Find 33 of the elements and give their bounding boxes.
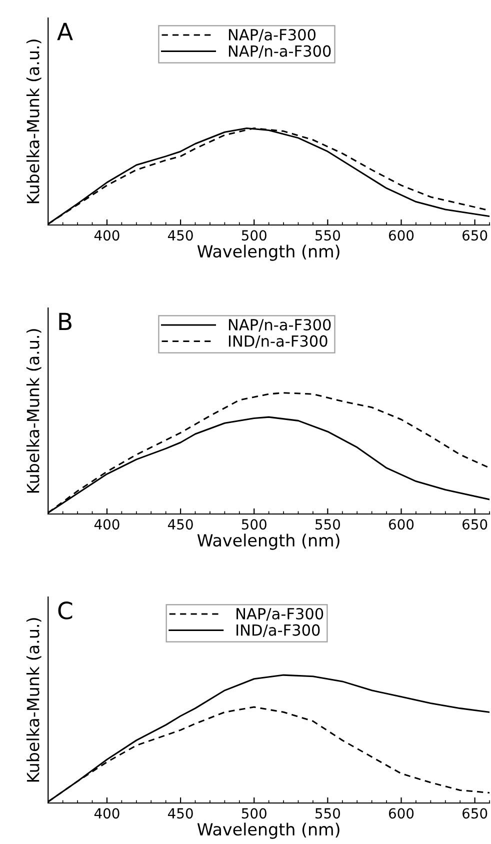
legend-label: IND/a-F300 <box>236 624 320 638</box>
x-axis-title: Wavelength (nm) <box>197 822 340 839</box>
y-axis-title: Kubelka-Munk (a.u.) <box>26 40 42 204</box>
x-tick-label: 650 <box>462 519 488 530</box>
x-tick-label: 600 <box>388 230 414 241</box>
y-axis-title: Kubelka-Munk (a.u.) <box>26 618 42 782</box>
x-tick-label: 400 <box>94 519 120 530</box>
x-tick-label: 500 <box>242 230 266 241</box>
x-tick-label: 400 <box>94 808 120 819</box>
x-tick-label: 550 <box>315 230 340 241</box>
x-axis-title: Wavelength (nm) <box>197 534 340 550</box>
x-tick-label: 650 <box>462 230 488 241</box>
chart-title: A <box>57 22 73 40</box>
x-tick-label: 600 <box>388 808 414 819</box>
x-tick-label: 500 <box>242 519 266 530</box>
x-axis-title: Wavelength (nm) <box>197 244 340 261</box>
legend-label: NAP/n-a-F300 <box>228 45 331 58</box>
legend-label: NAP/a-F300 <box>228 28 316 42</box>
x-tick-label: 450 <box>168 519 193 530</box>
x-tick-label: 600 <box>388 519 414 530</box>
x-tick-label: 650 <box>462 808 488 819</box>
legend-label: NAP/n-a-F300 <box>228 318 331 332</box>
chart-title: C <box>58 602 72 620</box>
x-tick-label: 450 <box>168 808 193 819</box>
x-tick-label: 550 <box>315 519 340 530</box>
x-tick-label: 500 <box>242 808 266 819</box>
x-tick-label: 400 <box>94 230 120 241</box>
chart-title: B <box>59 312 72 330</box>
x-tick-label: 450 <box>168 230 193 241</box>
y-axis-title: Kubelka-Munk (a.u.) <box>26 329 42 493</box>
legend-label: NAP/a-F300 <box>236 608 324 621</box>
x-tick-label: 550 <box>315 808 340 819</box>
legend-label: IND/n-a-F300 <box>228 335 328 348</box>
